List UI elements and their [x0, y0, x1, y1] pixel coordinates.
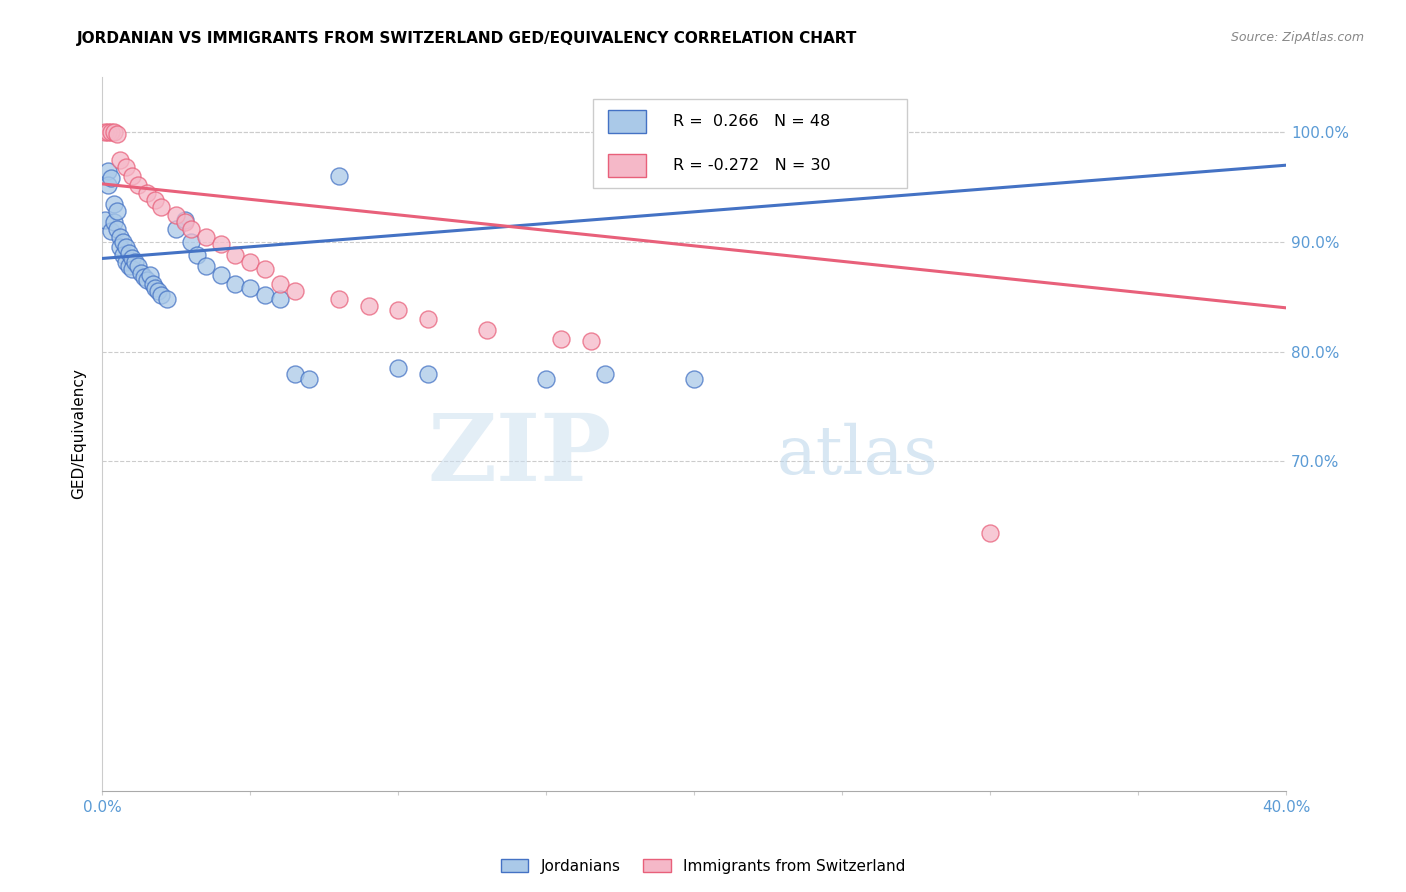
Point — [97, 178, 120, 192]
Point — [209, 268, 232, 282]
Point — [174, 215, 197, 229]
Point — [269, 292, 291, 306]
Point — [132, 270, 155, 285]
Point — [298, 372, 321, 386]
Point — [148, 285, 170, 299]
Text: R =  0.266   N = 48: R = 0.266 N = 48 — [673, 113, 830, 128]
Point — [135, 186, 157, 200]
Point — [150, 200, 173, 214]
Point — [105, 204, 128, 219]
Point — [239, 281, 262, 295]
FancyBboxPatch shape — [607, 110, 645, 133]
Point — [156, 292, 179, 306]
Point — [111, 248, 134, 262]
Point — [115, 254, 138, 268]
Point — [150, 287, 173, 301]
Point — [94, 213, 117, 227]
Point — [103, 196, 125, 211]
Point — [534, 372, 557, 386]
Point — [118, 246, 141, 260]
Point — [550, 332, 572, 346]
Text: ZIP: ZIP — [427, 410, 612, 500]
Point — [224, 277, 246, 291]
Legend: Jordanians, Immigrants from Switzerland: Jordanians, Immigrants from Switzerland — [495, 853, 911, 880]
Point — [145, 281, 167, 295]
Point — [115, 161, 138, 175]
Point — [328, 169, 350, 184]
Text: atlas: atlas — [778, 423, 938, 488]
FancyBboxPatch shape — [593, 99, 907, 188]
Point — [105, 222, 128, 236]
Point — [180, 235, 202, 249]
Point — [108, 240, 131, 254]
Point — [124, 254, 146, 268]
Point — [269, 277, 291, 291]
Point — [127, 178, 149, 192]
Point — [103, 125, 125, 139]
Point — [253, 287, 276, 301]
Point — [94, 125, 117, 139]
Point — [328, 292, 350, 306]
Point — [115, 240, 138, 254]
Point — [121, 169, 143, 184]
Point — [387, 361, 409, 376]
Text: Source: ZipAtlas.com: Source: ZipAtlas.com — [1230, 31, 1364, 45]
Point — [100, 125, 122, 139]
Point — [129, 266, 152, 280]
Text: R = -0.272   N = 30: R = -0.272 N = 30 — [673, 158, 831, 173]
FancyBboxPatch shape — [607, 154, 645, 178]
Point — [194, 229, 217, 244]
Point — [108, 229, 131, 244]
Point — [121, 252, 143, 266]
Point — [209, 237, 232, 252]
Point — [186, 248, 208, 262]
Point — [595, 367, 617, 381]
Point — [253, 262, 276, 277]
Point — [579, 334, 602, 348]
Point — [103, 215, 125, 229]
Point — [138, 268, 160, 282]
Point — [111, 235, 134, 249]
Point — [416, 367, 439, 381]
Point — [284, 285, 307, 299]
Point — [118, 259, 141, 273]
Point — [224, 248, 246, 262]
Point — [174, 213, 197, 227]
Point — [284, 367, 307, 381]
Point — [145, 194, 167, 208]
Text: JORDANIAN VS IMMIGRANTS FROM SWITZERLAND GED/EQUIVALENCY CORRELATION CHART: JORDANIAN VS IMMIGRANTS FROM SWITZERLAND… — [77, 31, 858, 46]
Point — [194, 259, 217, 273]
Point — [108, 153, 131, 167]
Point — [180, 222, 202, 236]
Point — [135, 273, 157, 287]
Point — [97, 125, 120, 139]
Point — [165, 208, 187, 222]
Point — [97, 163, 120, 178]
Point — [121, 262, 143, 277]
Y-axis label: GED/Equivalency: GED/Equivalency — [72, 368, 86, 500]
Point — [239, 254, 262, 268]
Point — [100, 224, 122, 238]
Point — [683, 372, 706, 386]
Point — [127, 259, 149, 273]
Point — [387, 303, 409, 318]
Point — [105, 128, 128, 142]
Point — [165, 222, 187, 236]
Point — [141, 277, 163, 291]
Point — [416, 311, 439, 326]
Point — [357, 299, 380, 313]
Point — [979, 525, 1001, 540]
Point — [475, 323, 498, 337]
Point — [100, 171, 122, 186]
